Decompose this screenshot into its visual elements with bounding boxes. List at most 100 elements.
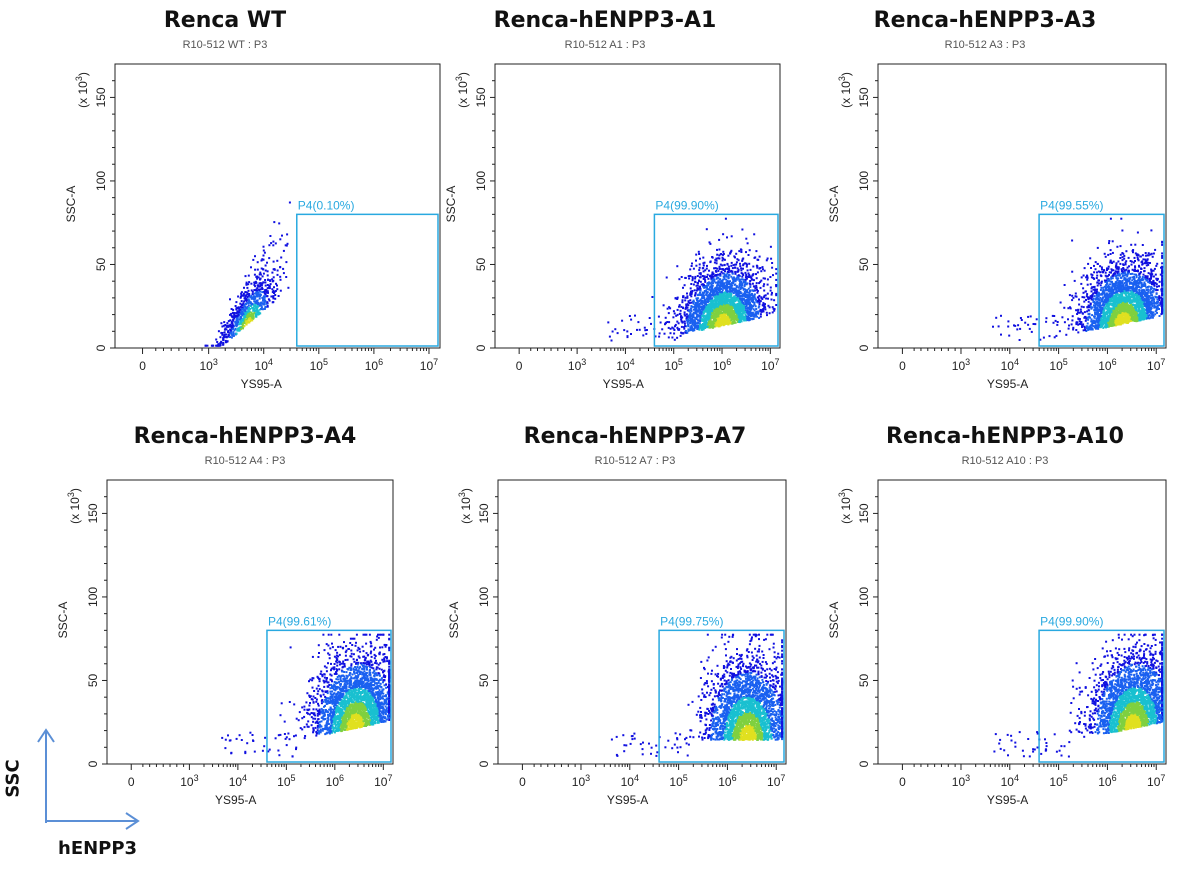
data-point bbox=[756, 315, 759, 318]
data-point bbox=[1141, 263, 1144, 266]
x-tick-label: 104 bbox=[616, 357, 634, 373]
data-point bbox=[751, 301, 754, 304]
data-point bbox=[709, 319, 712, 322]
data-point bbox=[268, 244, 271, 247]
data-point bbox=[704, 323, 707, 326]
data-point bbox=[219, 344, 222, 347]
data-point bbox=[270, 295, 273, 298]
data-point bbox=[637, 321, 640, 324]
data-point bbox=[719, 317, 722, 320]
data-point bbox=[256, 295, 259, 298]
data-point bbox=[271, 301, 274, 304]
data-point bbox=[729, 251, 732, 253]
data-point bbox=[760, 279, 763, 282]
data-point bbox=[259, 278, 261, 281]
data-point bbox=[1151, 305, 1154, 307]
data-point bbox=[1123, 292, 1126, 295]
data-point bbox=[716, 267, 719, 270]
data-point bbox=[1080, 310, 1083, 313]
data-point bbox=[722, 257, 725, 260]
data-point bbox=[232, 315, 235, 318]
data-point bbox=[744, 282, 747, 285]
data-point bbox=[1150, 268, 1153, 271]
data-point bbox=[740, 251, 743, 253]
data-point bbox=[1146, 276, 1149, 279]
data-point bbox=[1097, 321, 1100, 324]
data-point bbox=[616, 332, 619, 335]
data-point bbox=[710, 281, 713, 284]
data-point bbox=[708, 288, 710, 291]
data-point bbox=[686, 315, 689, 318]
data-point bbox=[1118, 280, 1121, 283]
data-point bbox=[726, 263, 729, 266]
data-point bbox=[234, 314, 237, 317]
data-point bbox=[743, 298, 745, 301]
data-point bbox=[248, 307, 250, 310]
data-point bbox=[756, 290, 759, 292]
data-point bbox=[224, 327, 227, 330]
data-point bbox=[235, 322, 238, 325]
data-point bbox=[733, 290, 736, 293]
data-point bbox=[702, 262, 705, 265]
data-point bbox=[696, 300, 699, 303]
data-point bbox=[237, 321, 239, 324]
data-point bbox=[265, 302, 268, 305]
data-point bbox=[727, 296, 730, 299]
data-point bbox=[691, 277, 694, 280]
data-point bbox=[254, 300, 257, 303]
data-point bbox=[759, 267, 762, 269]
data-point bbox=[644, 329, 647, 332]
data-point bbox=[1139, 312, 1142, 315]
data-point bbox=[717, 269, 720, 272]
data-point bbox=[705, 267, 708, 270]
x-tick-label: 103 bbox=[952, 357, 970, 373]
data-point bbox=[705, 293, 708, 296]
data-point bbox=[731, 282, 733, 285]
data-point bbox=[717, 303, 720, 305]
data-point bbox=[749, 311, 752, 314]
data-point bbox=[1105, 280, 1107, 282]
data-point bbox=[1105, 303, 1108, 306]
data-point bbox=[1144, 278, 1147, 281]
data-point bbox=[691, 322, 694, 325]
data-point bbox=[722, 324, 725, 327]
data-point bbox=[233, 329, 236, 332]
data-point bbox=[743, 294, 746, 297]
data-point bbox=[708, 286, 711, 289]
data-point bbox=[710, 283, 713, 286]
data-point bbox=[243, 309, 246, 312]
data-point bbox=[747, 291, 750, 294]
data-point bbox=[266, 290, 269, 293]
data-point bbox=[712, 293, 715, 296]
data-point bbox=[1143, 270, 1146, 273]
data-point bbox=[240, 300, 243, 303]
data-point bbox=[246, 301, 249, 304]
data-point bbox=[691, 317, 694, 320]
data-point bbox=[709, 304, 712, 307]
data-point bbox=[721, 268, 724, 271]
data-point bbox=[235, 308, 238, 311]
data-point bbox=[763, 289, 766, 292]
data-point bbox=[1084, 290, 1087, 293]
data-point bbox=[1157, 300, 1159, 303]
data-point bbox=[689, 299, 692, 302]
data-point bbox=[718, 257, 721, 260]
data-point bbox=[705, 291, 708, 294]
data-point bbox=[726, 306, 729, 309]
data-point bbox=[223, 328, 226, 331]
data-point bbox=[223, 334, 226, 337]
data-point bbox=[737, 320, 739, 323]
data-point bbox=[1105, 310, 1108, 313]
data-point bbox=[261, 308, 264, 311]
data-point bbox=[692, 316, 695, 319]
data-point bbox=[1096, 281, 1099, 284]
data-point bbox=[716, 248, 718, 251]
data-point bbox=[1121, 295, 1124, 298]
data-point bbox=[1154, 248, 1157, 251]
data-point bbox=[245, 299, 248, 302]
data-point bbox=[720, 302, 723, 305]
data-point bbox=[1092, 292, 1095, 295]
data-point bbox=[245, 315, 248, 318]
data-point bbox=[1091, 306, 1094, 309]
data-point bbox=[741, 300, 744, 303]
